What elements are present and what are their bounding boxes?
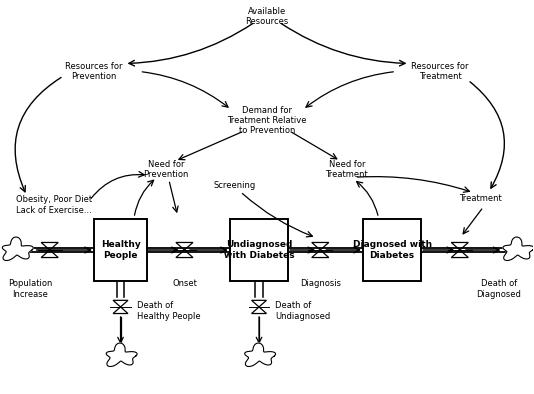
Text: Resources for
Treatment: Resources for Treatment (411, 62, 469, 81)
FancyBboxPatch shape (94, 219, 147, 281)
Text: Available
Resources: Available Resources (246, 7, 288, 26)
Text: Diagnosis: Diagnosis (300, 279, 341, 288)
Text: Healthy
People: Healthy People (100, 240, 140, 260)
Text: Death of
Diagnosed: Death of Diagnosed (476, 279, 521, 299)
Polygon shape (2, 237, 33, 260)
Text: Treatment: Treatment (459, 195, 501, 203)
Text: Death of
Healthy People: Death of Healthy People (137, 301, 200, 321)
Text: Resources for
Prevention: Resources for Prevention (65, 62, 123, 81)
FancyBboxPatch shape (230, 219, 288, 281)
Text: Demand for
Treatment Relative
to Prevention: Demand for Treatment Relative to Prevent… (227, 106, 307, 136)
Text: Diagnosed with
Diabetes: Diagnosed with Diabetes (352, 240, 431, 260)
Text: Screening: Screening (214, 181, 256, 190)
Polygon shape (503, 237, 534, 260)
Text: Obesity, Poor Diet
Lack of Exercise...: Obesity, Poor Diet Lack of Exercise... (16, 195, 92, 215)
Polygon shape (245, 343, 276, 366)
Text: Death of
Undiagnosed: Death of Undiagnosed (275, 301, 330, 321)
Text: Need for
Treatment: Need for Treatment (326, 160, 368, 179)
Text: Population
Increase: Population Increase (8, 279, 52, 299)
FancyBboxPatch shape (363, 219, 421, 281)
Text: Undiagnosed
with Diabetes: Undiagnosed with Diabetes (224, 240, 294, 260)
Text: Need for
Prevention: Need for Prevention (143, 160, 189, 179)
Text: Onset: Onset (172, 279, 197, 288)
Polygon shape (106, 343, 137, 366)
